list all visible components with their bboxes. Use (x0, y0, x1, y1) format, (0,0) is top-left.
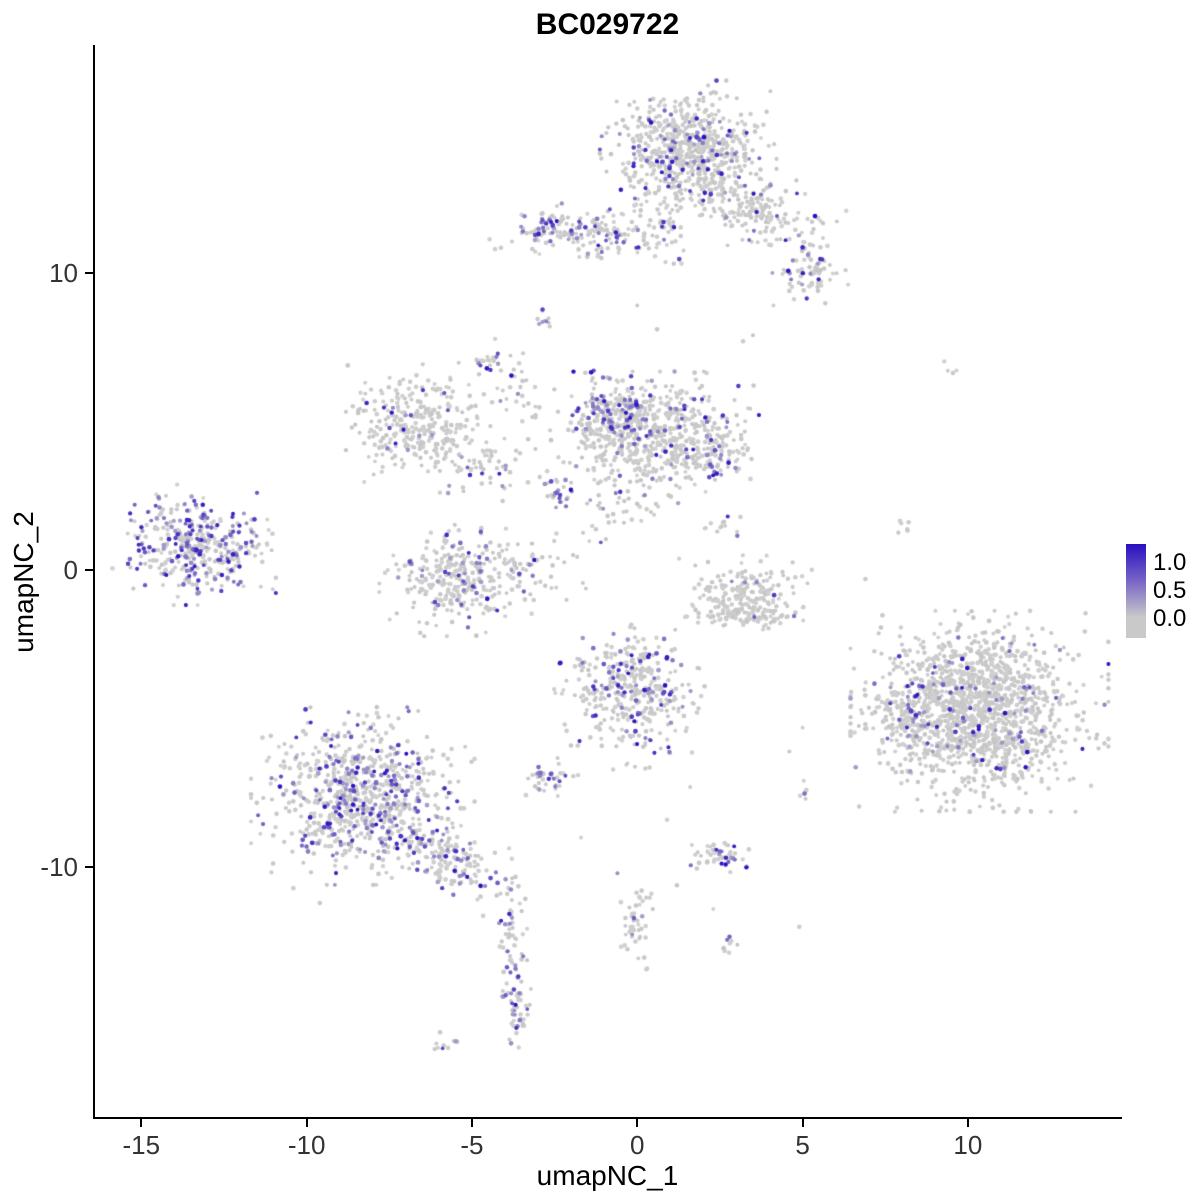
x-tick-label: 10 (953, 1130, 983, 1160)
x-tick-label: -10 (287, 1130, 326, 1160)
x-tick-mark (966, 1119, 969, 1127)
x-tick-mark (470, 1119, 473, 1127)
x-tick-label: 5 (795, 1130, 810, 1160)
legend-label-high: 1.0 (1153, 549, 1187, 576)
y-tick-label: -10 (40, 852, 78, 883)
x-tick-mark (636, 1119, 639, 1127)
y-tick-label: 0 (63, 555, 78, 586)
x-tick-mark (305, 1119, 308, 1127)
legend-label-mid: 0.5 (1153, 577, 1187, 604)
y-tick-mark (85, 866, 93, 869)
y-tick-mark (85, 271, 93, 274)
y-axis-title: umapNC_2 (8, 511, 39, 653)
plot-title: BC029722 (535, 8, 680, 41)
x-tick-mark (140, 1119, 143, 1127)
legend-gradient-bar (1126, 544, 1146, 638)
x-tick-mark (801, 1119, 804, 1127)
legend-colorbar: 1.0 0.5 0.0 (1126, 544, 1200, 638)
y-axis-line (93, 45, 95, 1119)
x-tick-label: 0 (630, 1130, 645, 1160)
x-tick-label: -15 (122, 1130, 161, 1160)
x-tick-label: -5 (460, 1130, 484, 1160)
x-axis-line (93, 1117, 1122, 1119)
scatter-canvas (95, 47, 1120, 1117)
y-tick-label: 10 (49, 257, 78, 288)
x-axis-title: umapNC_1 (536, 1160, 679, 1191)
legend-label-low: 0.0 (1153, 605, 1187, 632)
y-tick-mark (85, 569, 93, 572)
